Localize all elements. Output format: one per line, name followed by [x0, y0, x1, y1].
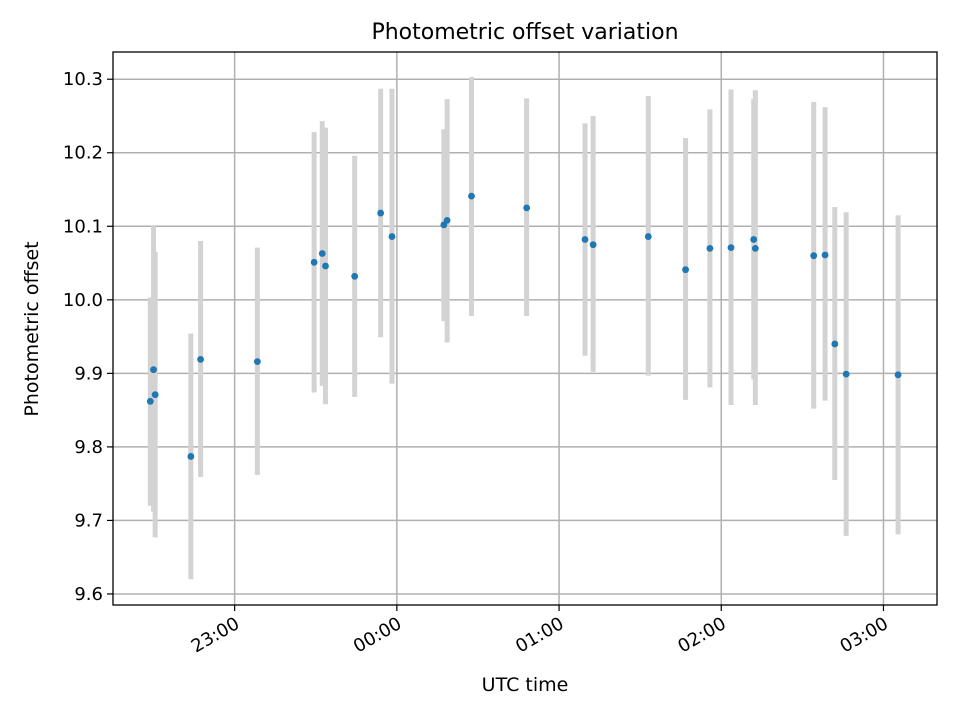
data-point: [682, 266, 689, 274]
data-point: [377, 209, 385, 217]
data-point: [727, 244, 735, 252]
x-tick-label: 01:00: [512, 613, 567, 657]
data-point: [589, 241, 597, 249]
y-tick-label: 9.6: [74, 584, 103, 605]
data-point: [443, 217, 451, 224]
y-tick-label: 10.2: [63, 143, 103, 164]
x-tick-label: 23:00: [188, 613, 243, 657]
data-point: [523, 204, 531, 212]
data-point: [750, 236, 758, 243]
data-point: [146, 397, 154, 405]
x-tick-label: 03:00: [837, 613, 892, 657]
data-point: [894, 371, 902, 379]
x-axis-label: UTC time: [482, 674, 569, 696]
data-point: [751, 244, 759, 252]
x-tick-label: 02:00: [674, 613, 729, 657]
data-point: [468, 192, 475, 200]
y-axis-label: Photometric offset: [21, 241, 43, 416]
y-tick-label: 9.8: [74, 437, 103, 458]
data-points: [146, 192, 902, 460]
axis-ticks: 9.6 9.7 9.8 9.9 10.0 10.1 10.2 10.3 23:00 00:00 01…: [63, 69, 892, 657]
y-tick-label: 10.3: [63, 69, 103, 90]
data-point: [310, 258, 318, 266]
y-tick-label: 10.0: [63, 290, 103, 311]
data-point: [150, 366, 157, 374]
data-point: [253, 358, 261, 365]
data-point: [351, 272, 359, 280]
data-point: [644, 233, 652, 240]
data-point: [151, 391, 159, 399]
data-point: [810, 252, 818, 260]
data-point: [322, 262, 329, 270]
data-point: [821, 251, 829, 259]
data-point: [842, 370, 850, 378]
data-point: [831, 340, 839, 348]
plot-frame: [112, 51, 938, 606]
y-tick-label: 9.9: [74, 363, 103, 384]
data-point: [318, 250, 326, 257]
data-point: [706, 244, 714, 252]
chart-title: Photometric offset variation: [371, 20, 678, 45]
data-point: [197, 355, 204, 363]
data-point: [187, 453, 195, 460]
data-point: [388, 233, 396, 240]
y-tick-label: 9.7: [74, 510, 103, 531]
data-point: [581, 236, 589, 243]
x-tick-label: 00:00: [350, 613, 405, 657]
y-tick-label: 10.1: [63, 216, 103, 237]
